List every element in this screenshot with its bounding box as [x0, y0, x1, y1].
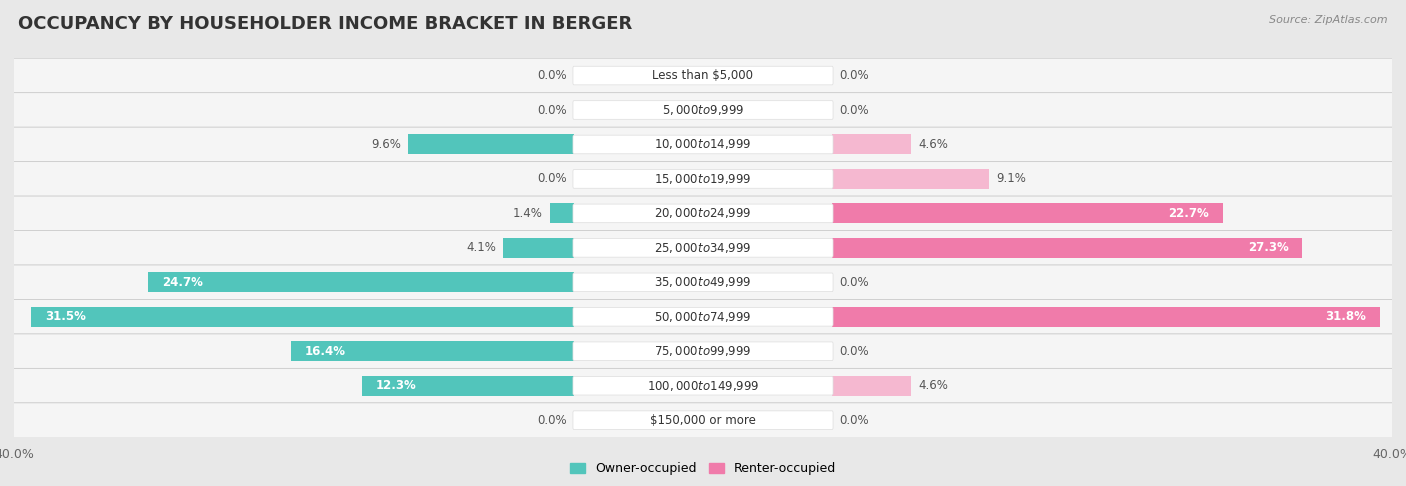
- Text: 16.4%: 16.4%: [305, 345, 346, 358]
- Text: 12.3%: 12.3%: [375, 379, 416, 392]
- Text: $150,000 or more: $150,000 or more: [650, 414, 756, 427]
- Bar: [832, 204, 1223, 224]
- Text: 9.6%: 9.6%: [371, 138, 402, 151]
- FancyBboxPatch shape: [574, 273, 832, 292]
- FancyBboxPatch shape: [574, 376, 832, 395]
- Text: OCCUPANCY BY HOUSEHOLDER INCOME BRACKET IN BERGER: OCCUPANCY BY HOUSEHOLDER INCOME BRACKET …: [18, 15, 633, 33]
- Bar: [149, 272, 574, 292]
- FancyBboxPatch shape: [10, 230, 1396, 265]
- Text: 4.6%: 4.6%: [918, 379, 948, 392]
- Text: $100,000 to $149,999: $100,000 to $149,999: [647, 379, 759, 393]
- FancyBboxPatch shape: [574, 135, 832, 154]
- Bar: [31, 307, 574, 327]
- FancyBboxPatch shape: [574, 342, 832, 361]
- FancyBboxPatch shape: [10, 368, 1396, 403]
- Text: 4.1%: 4.1%: [467, 242, 496, 254]
- Text: 22.7%: 22.7%: [1168, 207, 1209, 220]
- Text: $50,000 to $74,999: $50,000 to $74,999: [654, 310, 752, 324]
- Text: 0.0%: 0.0%: [839, 69, 869, 82]
- FancyBboxPatch shape: [574, 170, 832, 188]
- FancyBboxPatch shape: [574, 308, 832, 326]
- Bar: [832, 169, 988, 189]
- Text: 0.0%: 0.0%: [537, 104, 567, 117]
- Text: 31.8%: 31.8%: [1326, 310, 1367, 323]
- Text: 0.0%: 0.0%: [537, 173, 567, 186]
- FancyBboxPatch shape: [574, 66, 832, 85]
- Text: $10,000 to $14,999: $10,000 to $14,999: [654, 138, 752, 152]
- FancyBboxPatch shape: [574, 239, 832, 257]
- Text: 4.6%: 4.6%: [918, 138, 948, 151]
- FancyBboxPatch shape: [574, 204, 832, 223]
- Text: 0.0%: 0.0%: [839, 104, 869, 117]
- Text: $25,000 to $34,999: $25,000 to $34,999: [654, 241, 752, 255]
- Bar: [550, 204, 574, 224]
- Text: 31.5%: 31.5%: [45, 310, 86, 323]
- Text: $15,000 to $19,999: $15,000 to $19,999: [654, 172, 752, 186]
- FancyBboxPatch shape: [10, 127, 1396, 162]
- Text: 0.0%: 0.0%: [839, 276, 869, 289]
- FancyBboxPatch shape: [10, 162, 1396, 196]
- Text: $75,000 to $99,999: $75,000 to $99,999: [654, 344, 752, 358]
- FancyBboxPatch shape: [10, 58, 1396, 93]
- FancyBboxPatch shape: [10, 334, 1396, 368]
- Text: 0.0%: 0.0%: [839, 345, 869, 358]
- Text: 27.3%: 27.3%: [1249, 242, 1289, 254]
- Bar: [832, 238, 1302, 258]
- FancyBboxPatch shape: [10, 403, 1396, 437]
- FancyBboxPatch shape: [10, 265, 1396, 300]
- Text: 1.4%: 1.4%: [513, 207, 543, 220]
- Text: $20,000 to $24,999: $20,000 to $24,999: [654, 207, 752, 220]
- Text: 9.1%: 9.1%: [995, 173, 1025, 186]
- Text: Less than $5,000: Less than $5,000: [652, 69, 754, 82]
- FancyBboxPatch shape: [574, 411, 832, 430]
- Bar: [291, 341, 574, 361]
- Text: 0.0%: 0.0%: [839, 414, 869, 427]
- FancyBboxPatch shape: [10, 93, 1396, 127]
- Bar: [409, 135, 574, 155]
- Text: 0.0%: 0.0%: [537, 414, 567, 427]
- Text: $5,000 to $9,999: $5,000 to $9,999: [662, 103, 744, 117]
- FancyBboxPatch shape: [574, 101, 832, 120]
- Text: 24.7%: 24.7%: [162, 276, 202, 289]
- FancyBboxPatch shape: [10, 196, 1396, 231]
- Legend: Owner-occupied, Renter-occupied: Owner-occupied, Renter-occupied: [565, 457, 841, 481]
- Text: Source: ZipAtlas.com: Source: ZipAtlas.com: [1270, 15, 1388, 25]
- Bar: [503, 238, 574, 258]
- Bar: [832, 376, 911, 396]
- Text: 0.0%: 0.0%: [537, 69, 567, 82]
- Bar: [832, 135, 911, 155]
- Bar: [361, 376, 574, 396]
- FancyBboxPatch shape: [10, 299, 1396, 334]
- Bar: [832, 307, 1379, 327]
- Text: $35,000 to $49,999: $35,000 to $49,999: [654, 276, 752, 289]
